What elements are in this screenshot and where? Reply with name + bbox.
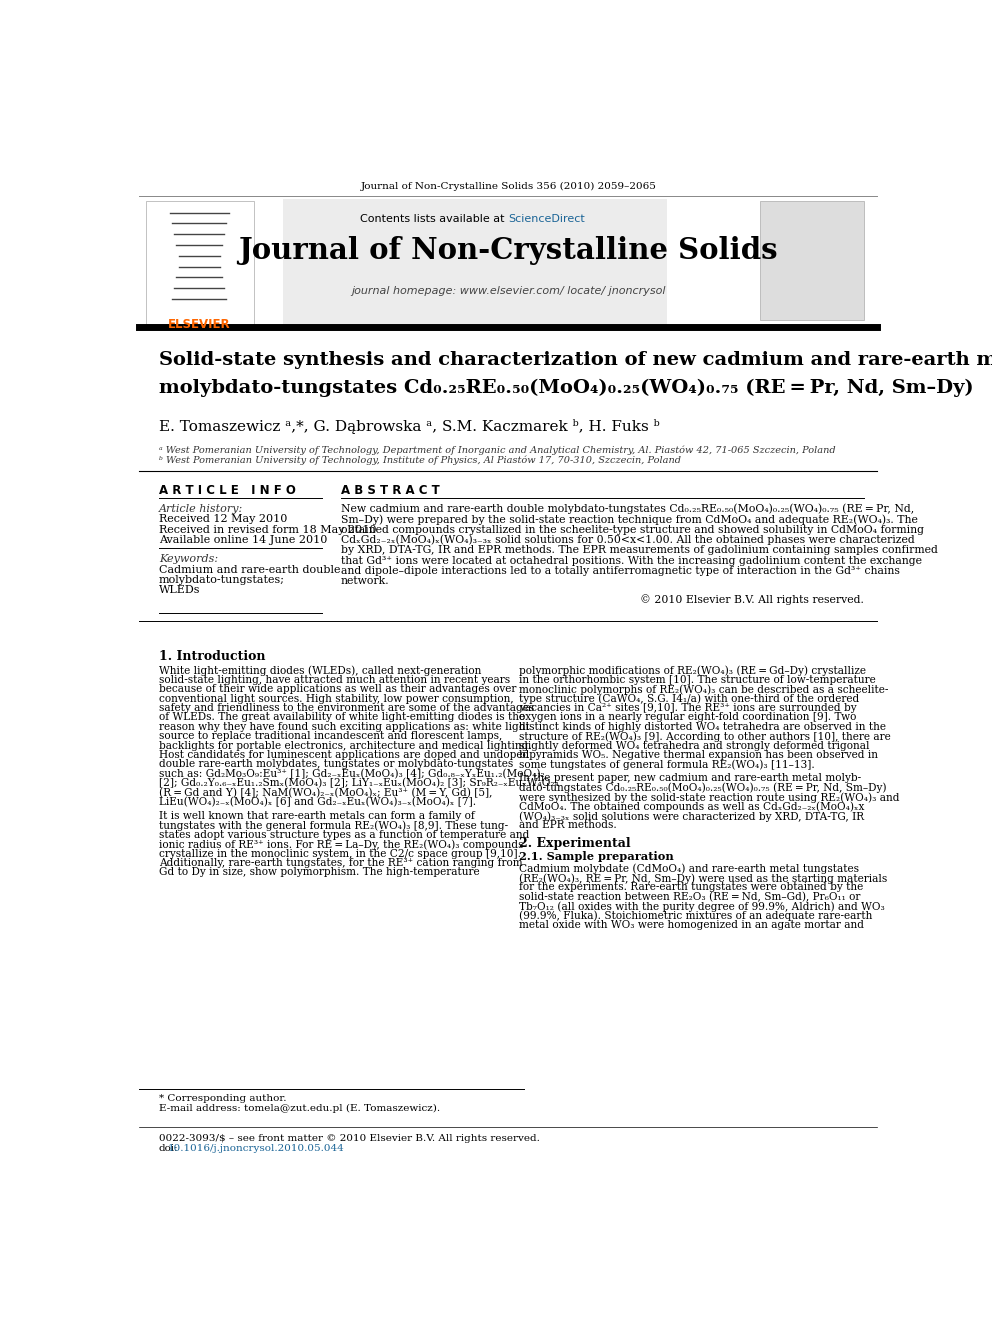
Text: for the experiments. Rare-earth tungstates were obtained by the: for the experiments. Rare-earth tungstat…: [519, 882, 863, 893]
Bar: [146, 201, 254, 324]
Text: Article history:: Article history:: [159, 504, 243, 513]
Text: Journal of Non-Crystalline Solids 356 (2010) 2059–2065: Journal of Non-Crystalline Solids 356 (2…: [360, 181, 657, 191]
Text: and dipole–dipole interactions led to a totally antiferromagnetic type of intera: and dipole–dipole interactions led to a …: [341, 566, 900, 576]
Text: In the present paper, new cadmium and rare-earth metal molyb-: In the present paper, new cadmium and ra…: [519, 774, 861, 783]
Text: solid-state lighting, have attracted much attention in recent years: solid-state lighting, have attracted muc…: [159, 675, 510, 685]
Text: solid-state reaction between RE₂O₃ (RE = Nd, Sm–Gd), Pr₆O₁₁ or: solid-state reaction between RE₂O₃ (RE =…: [519, 892, 861, 902]
Text: obtained compounds crystallized in the scheelite-type structure and showed solub: obtained compounds crystallized in the s…: [341, 524, 924, 534]
Text: such as: Gd₂Mo₃O₉:Eu³⁺ [1]; Gd₂₋ₓEuₓ(MoO₄)₃ [4]; Gd₀.₈₋ₓYₓEu₁.₂(MoO₄)₂: such as: Gd₂Mo₃O₉:Eu³⁺ [1]; Gd₂₋ₓEuₓ(MoO…: [159, 769, 545, 779]
Text: A R T I C L E   I N F O: A R T I C L E I N F O: [159, 484, 296, 496]
Text: New cadmium and rare-earth double molybdato-tungstates Cd₀.₂₅RE₀.₅₀(MoO₄)₀.₂₅(WO: New cadmium and rare-earth double molybd…: [341, 504, 915, 515]
Text: LiEu(WO₄)₂₋ₓ(MoO₄)ₓ [6] and Gd₂₋ₓEuₓ(WO₄)₃₋ₓ(MoO₄)ₓ [7].: LiEu(WO₄)₂₋ₓ(MoO₄)ₓ [6] and Gd₂₋ₓEuₓ(WO₄…: [159, 796, 476, 807]
Text: structure of RE₂(WO₄)₃ [9]. According to other authors [10], there are: structure of RE₂(WO₄)₃ [9]. According to…: [519, 732, 891, 742]
Text: White light-emitting diodes (WLEDs), called next-generation: White light-emitting diodes (WLEDs), cal…: [159, 665, 481, 676]
Text: source to replace traditional incandescent and florescent lamps,: source to replace traditional incandesce…: [159, 732, 502, 741]
Text: crystallize in the monoclinic system, in the C2/c space group [9,10].: crystallize in the monoclinic system, in…: [159, 848, 521, 859]
Text: dato-tungstates Cd₀.₂₅RE₀.₅₀(MoO₄)₀.₂₅(WO₄)₀.₇₅ (RE = Pr, Nd, Sm–Dy): dato-tungstates Cd₀.₂₅RE₀.₅₀(MoO₄)₀.₂₅(W…: [519, 783, 887, 794]
Text: [2]; Gd₀.₂Y₀.₆₋ₓEu₁.₂Smₓ(MoO₄)₃ [2]; LiY₁₋ₓEuₓ(MoO₄)₂ [3]; Sr₉R₂₋ₓEuₓW₄O₂₄: [2]; Gd₀.₂Y₀.₆₋ₓEu₁.₂Smₓ(MoO₄)₃ [2]; LiY…: [159, 778, 558, 789]
Text: that Gd³⁺ ions were located at octahedral positions. With the increasing gadolin: that Gd³⁺ ions were located at octahedra…: [341, 556, 922, 566]
Text: Tb₇O₁₂ (all oxides with the purity degree of 99.9%, Aldrich) and WO₃: Tb₇O₁₂ (all oxides with the purity degre…: [519, 901, 885, 912]
Text: states adopt various structure types as a function of temperature and: states adopt various structure types as …: [159, 830, 530, 840]
Text: network.: network.: [341, 577, 390, 586]
Text: vacancies in Ca²⁺ sites [9,10]. The RE³⁺ ions are surrounded by: vacancies in Ca²⁺ sites [9,10]. The RE³⁺…: [519, 703, 857, 713]
Text: Solid-state synthesis and characterization of new cadmium and rare-earth metal: Solid-state synthesis and characterizati…: [159, 352, 992, 369]
Text: ScienceDirect: ScienceDirect: [509, 214, 585, 224]
Text: ELSEVIER: ELSEVIER: [168, 318, 230, 331]
Text: safety and friendliness to the environment are some of the advantages: safety and friendliness to the environme…: [159, 703, 534, 713]
Text: A B S T R A C T: A B S T R A C T: [341, 484, 439, 496]
Text: reason why they have found such exciting applications as: white light: reason why they have found such exciting…: [159, 722, 530, 732]
Text: monoclinic polymorphs of RE₂(WO₄)₃ can be described as a scheelite-: monoclinic polymorphs of RE₂(WO₄)₃ can b…: [519, 684, 889, 695]
Text: Sm–Dy) were prepared by the solid-state reaction technique from CdMoO₄ and adequ: Sm–Dy) were prepared by the solid-state …: [341, 515, 918, 525]
Text: molybdato-tungstates Cd₀.₂₅RE₀.₅₀(MoO₄)₀.₂₅(WO₄)₀.₇₅ (RE = Pr, Nd, Sm–Dy): molybdato-tungstates Cd₀.₂₅RE₀.₅₀(MoO₄)₀…: [159, 378, 973, 397]
Text: © 2010 Elsevier B.V. All rights reserved.: © 2010 Elsevier B.V. All rights reserved…: [640, 594, 864, 605]
Text: (99.9%, Fluka). Stoichiometric mixtures of an adequate rare-earth: (99.9%, Fluka). Stoichiometric mixtures …: [519, 910, 873, 921]
Text: Cadmium molybdate (CdMoO₄) and rare-earth metal tungstates: Cadmium molybdate (CdMoO₄) and rare-eart…: [519, 864, 859, 875]
Text: 2. Experimental: 2. Experimental: [519, 837, 631, 851]
Text: some tungstates of general formula RE₂(WO₄)₃ [11–13].: some tungstates of general formula RE₂(W…: [519, 759, 815, 770]
Text: tungstates with the general formula RE₂(WO₄)₃ [8,9]. These tung-: tungstates with the general formula RE₂(…: [159, 820, 508, 831]
Text: E-mail address: tomela@zut.edu.pl (E. Tomaszewicz).: E-mail address: tomela@zut.edu.pl (E. To…: [159, 1105, 440, 1114]
Text: by XRD, DTA-TG, IR and EPR methods. The EPR measurements of gadolinium containin: by XRD, DTA-TG, IR and EPR methods. The …: [341, 545, 937, 556]
Text: It is well known that rare-earth metals can form a family of: It is well known that rare-earth metals …: [159, 811, 474, 822]
Text: ᵃ West Pomeranian University of Technology, Department of Inorganic and Analytic: ᵃ West Pomeranian University of Technolo…: [159, 446, 835, 455]
Text: Additionally, rare-earth tungstates, for the RE³⁺ cation ranging from: Additionally, rare-earth tungstates, for…: [159, 857, 523, 868]
Text: in the orthorhombic system [10]. The structure of low-temperature: in the orthorhombic system [10]. The str…: [519, 675, 876, 685]
Text: because of their wide applications as well as their advantages over: because of their wide applications as we…: [159, 684, 516, 695]
Text: backlights for portable electronics, architecture and medical lighting.: backlights for portable electronics, arc…: [159, 741, 532, 750]
Text: oxygen ions in a nearly regular eight-fold coordination [9]. Two: oxygen ions in a nearly regular eight-fo…: [519, 712, 857, 722]
Text: Journal of Non-Crystalline Solids: Journal of Non-Crystalline Solids: [239, 235, 778, 265]
Text: double rare-earth molybdates, tungstates or molybdato-tungstates: double rare-earth molybdates, tungstates…: [159, 759, 513, 770]
Text: polymorphic modifications of RE₂(WO₄)₃ (RE = Gd–Dy) crystallize: polymorphic modifications of RE₂(WO₄)₃ (…: [519, 665, 866, 676]
Text: 2.1. Sample preparation: 2.1. Sample preparation: [519, 851, 674, 863]
Text: Available online 14 June 2010: Available online 14 June 2010: [159, 534, 327, 545]
Text: journal homepage: www.elsevier.com/ locate/ jnoncrysol: journal homepage: www.elsevier.com/ loca…: [351, 286, 666, 296]
Text: 0022-3093/$ – see front matter © 2010 Elsevier B.V. All rights reserved.: 0022-3093/$ – see front matter © 2010 El…: [159, 1134, 540, 1143]
Text: (R = Gd and Y) [4]; NaM(WO₄)₂₋ₓ(MoO₄)ₓ; Eu³⁺ (M = Y, Gd) [5],: (R = Gd and Y) [4]; NaM(WO₄)₂₋ₓ(MoO₄)ₓ; …: [159, 787, 492, 798]
Text: 10.1016/j.jnoncrysol.2010.05.044: 10.1016/j.jnoncrysol.2010.05.044: [169, 1143, 345, 1152]
Text: type structure (CaWO₄, S.G. I4₁/a) with one-third of the ordered: type structure (CaWO₄, S.G. I4₁/a) with …: [519, 693, 859, 704]
Text: Received 12 May 2010: Received 12 May 2010: [159, 515, 288, 524]
Bar: [760, 201, 864, 320]
Text: distinct kinds of highly distorted WO₄ tetrahedra are observed in the: distinct kinds of highly distorted WO₄ t…: [519, 722, 886, 732]
Text: Keywords:: Keywords:: [159, 554, 218, 564]
Text: (WO₄)₃₋₃ₓ solid solutions were characterized by XRD, DTA-TG, IR: (WO₄)₃₋₃ₓ solid solutions were character…: [519, 811, 864, 822]
Text: CdMoO₄. The obtained compounds as well as CdₓGd₂₋₂ₓ(MoO₄)ₓx: CdMoO₄. The obtained compounds as well a…: [519, 802, 865, 812]
Text: of WLEDs. The great availability of white light-emitting diodes is the: of WLEDs. The great availability of whit…: [159, 712, 525, 722]
Text: Cadmium and rare-earth double: Cadmium and rare-earth double: [159, 565, 340, 574]
Text: Contents lists available at: Contents lists available at: [360, 214, 509, 224]
Text: molybdato-tungstates;: molybdato-tungstates;: [159, 574, 285, 585]
Text: Received in revised form 18 May 2010: Received in revised form 18 May 2010: [159, 524, 376, 534]
Text: WLEDs: WLEDs: [159, 585, 200, 594]
Text: E. Tomaszewicz ᵃ,*, G. Dąbrowska ᵃ, S.M. Kaczmarek ᵇ, H. Fuks ᵇ: E. Tomaszewicz ᵃ,*, G. Dąbrowska ᵃ, S.M.…: [159, 419, 660, 434]
Text: slightly deformed WO₄ tetrahedra and strongly deformed trigonal: slightly deformed WO₄ tetrahedra and str…: [519, 741, 870, 750]
Text: * Corresponding author.: * Corresponding author.: [159, 1094, 287, 1103]
Text: Host candidates for luminescent applications are doped and undoped: Host candidates for luminescent applicat…: [159, 750, 529, 759]
Text: CdₓGd₂₋₂ₓ(MoO₄)ₓ(WO₄)₃₋₃ₓ solid solutions for 0.50<x<1.00. All the obtained phas: CdₓGd₂₋₂ₓ(MoO₄)ₓ(WO₄)₃₋₃ₓ solid solution…: [341, 534, 915, 545]
Text: metal oxide with WO₃ were homogenized in an agate mortar and: metal oxide with WO₃ were homogenized in…: [519, 919, 864, 930]
Text: 1. Introduction: 1. Introduction: [159, 650, 266, 663]
Text: were synthesized by the solid-state reaction route using RE₂(WO₄)₃ and: were synthesized by the solid-state reac…: [519, 792, 900, 803]
Bar: [283, 198, 667, 324]
Text: doi:: doi:: [159, 1143, 179, 1152]
Text: conventional light sources. High stability, low power consumption,: conventional light sources. High stabili…: [159, 693, 514, 704]
Text: and EPR methods.: and EPR methods.: [519, 820, 617, 831]
Text: Gd to Dy in size, show polymorphism. The high-temperature: Gd to Dy in size, show polymorphism. The…: [159, 868, 479, 877]
Text: ᵇ West Pomeranian University of Technology, Institute of Physics, Al Piastów 17,: ᵇ West Pomeranian University of Technolo…: [159, 456, 681, 466]
Text: bipyramids WO₅. Negative thermal expansion has been observed in: bipyramids WO₅. Negative thermal expansi…: [519, 750, 878, 759]
Text: (RE₂(WO₄)₃, RE = Pr, Nd, Sm–Dy) were used as the starting materials: (RE₂(WO₄)₃, RE = Pr, Nd, Sm–Dy) were use…: [519, 873, 888, 884]
Text: ionic radius of RE³⁺ ions. For RE = La–Dy, the RE₂(WO₄)₃ compounds: ionic radius of RE³⁺ ions. For RE = La–D…: [159, 839, 524, 849]
